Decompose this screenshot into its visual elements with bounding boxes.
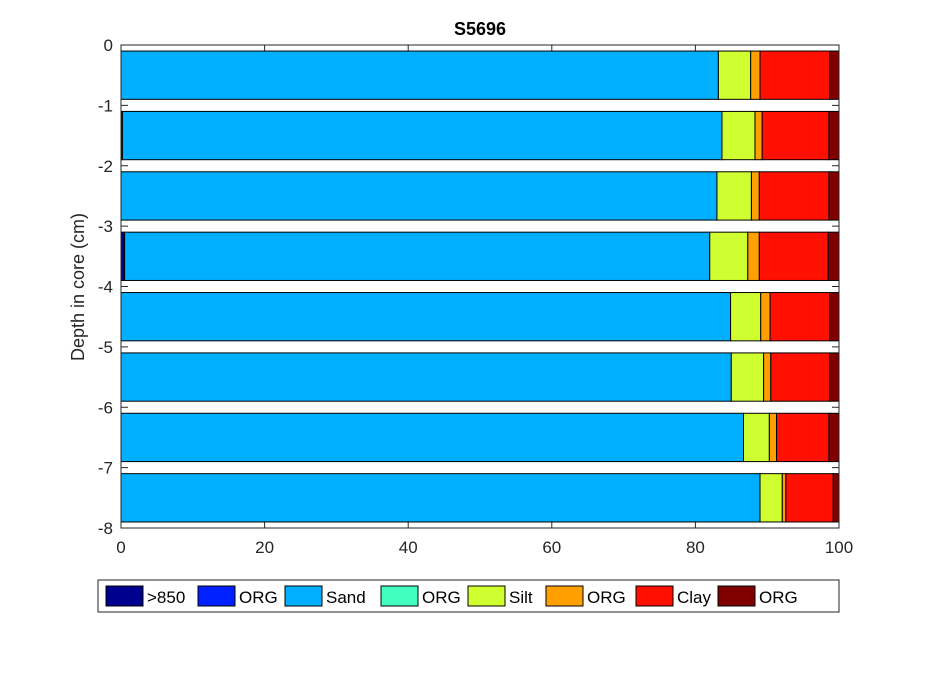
bar-segment-Clay-6-row-0 [759, 50, 831, 100]
bar-segment-Clay-6-row-6 [776, 412, 830, 463]
bar-segment-Silt-4-row-2 [716, 171, 752, 221]
y-tick-label: -5 [98, 338, 113, 357]
bar-segment-Silt-4-row-0 [717, 50, 752, 100]
y-axis-label: Depth in core (cm) [68, 213, 88, 361]
bar-segment-ORG-7-row-0 [829, 50, 840, 100]
x-tick-label: 20 [255, 538, 274, 557]
legend-label: Silt [509, 588, 533, 607]
bar-segment-Silt-4-row-3 [709, 231, 749, 281]
bar-segment-Sand-2-row-4 [120, 292, 732, 342]
legend-item: ORG [380, 585, 461, 607]
bar-segment-ORG-7-row-3 [827, 231, 840, 281]
legend-item: Sand [284, 585, 366, 607]
bar-segment-ORG-7-row-2 [828, 171, 840, 221]
bar-segment-Sand-2-row-2 [120, 171, 718, 221]
bar-segment-ORG-5-row-6 [768, 412, 778, 463]
bar-segment-ORG-7-row-5 [829, 352, 840, 402]
bar-segment-ORG-7-row-1 [828, 110, 840, 161]
bar-segment-Sand-2-row-5 [120, 352, 732, 402]
legend-label: Clay [677, 588, 712, 607]
legend-label: Sand [326, 588, 366, 607]
x-tick-label: 100 [825, 538, 853, 557]
legend-swatch [105, 585, 144, 607]
y-tick-label: -6 [98, 398, 113, 417]
chart-title: S5696 [454, 19, 506, 39]
bar-segment-Clay-6-row-7 [785, 473, 834, 523]
bar-segment-ORG-5-row-4 [760, 292, 771, 342]
bar-segment-Sand-2-row-7 [120, 473, 761, 523]
bar-segment-Silt-4-row-5 [730, 352, 765, 402]
y-tick-label: 0 [104, 36, 113, 55]
bar-segment-Sand-2-row-6 [120, 412, 745, 463]
legend-item: Silt [467, 585, 533, 607]
x-tick-label: 0 [116, 538, 125, 557]
legend-swatch [717, 585, 756, 607]
bar-segment-ORG-7-row-6 [828, 412, 840, 463]
legend-item: Clay [635, 585, 712, 607]
legend-label: >850 [147, 588, 185, 607]
legend-item: ORG [545, 585, 626, 607]
legend-swatch [197, 585, 236, 607]
bar-segment-Sand-2-row-3 [124, 231, 711, 281]
bar-segment-ORG-5-row-3 [747, 231, 760, 281]
x-tick-label: 80 [686, 538, 705, 557]
bar-segment-Sand-2-row-0 [120, 50, 719, 100]
legend-swatch [380, 585, 419, 607]
bar-segment-ORG-5-row-0 [750, 50, 761, 100]
bar-segment-ORG-7-row-4 [829, 292, 840, 342]
y-tick-label: -1 [98, 96, 113, 115]
bar-segment-Silt-4-row-4 [730, 292, 762, 342]
y-tick-label: -3 [98, 217, 113, 236]
x-tick-label: 60 [542, 538, 561, 557]
legend-swatch [284, 585, 323, 607]
bar-segment-ORG-5-row-5 [763, 352, 772, 402]
bar-segment-Silt-4-row-1 [721, 110, 756, 161]
bar-segment-Clay-6-row-3 [758, 231, 829, 281]
legend-label: ORG [422, 588, 461, 607]
legend-label: ORG [239, 588, 278, 607]
bar-segment-ORG-5-row-7 [781, 473, 787, 523]
bar-segment-Clay-6-row-2 [758, 171, 830, 221]
legend-item: >850 [105, 585, 185, 607]
legend-label: ORG [587, 588, 626, 607]
bar-segment-ORG-5-row-1 [754, 110, 763, 161]
x-tick-label: 40 [399, 538, 418, 557]
bar-segment-Silt-4-row-6 [743, 412, 770, 463]
bar-segment-Clay-6-row-4 [769, 292, 831, 342]
legend-item: ORG [717, 585, 798, 607]
y-tick-label: -7 [98, 459, 113, 478]
bar-segment-Clay-6-row-1 [761, 110, 830, 161]
bar-segment-850-0-row-3 [120, 231, 126, 281]
bar-segment-Clay-6-row-5 [770, 352, 831, 402]
legend-swatch [467, 585, 506, 607]
bar-segment-Silt-4-row-7 [759, 473, 783, 523]
y-tick-label: -2 [98, 157, 113, 176]
bar-segment-ORG-5-row-2 [750, 171, 760, 221]
legend-label: ORG [759, 588, 798, 607]
y-tick-label: -4 [98, 278, 113, 297]
legend-swatch [545, 585, 584, 607]
legend-item: ORG [197, 585, 278, 607]
legend-swatch [635, 585, 674, 607]
bar-segment-ORG-7-row-7 [832, 473, 840, 523]
y-tick-label: -8 [98, 519, 113, 538]
bar-segment-Sand-2-row-1 [121, 110, 723, 161]
